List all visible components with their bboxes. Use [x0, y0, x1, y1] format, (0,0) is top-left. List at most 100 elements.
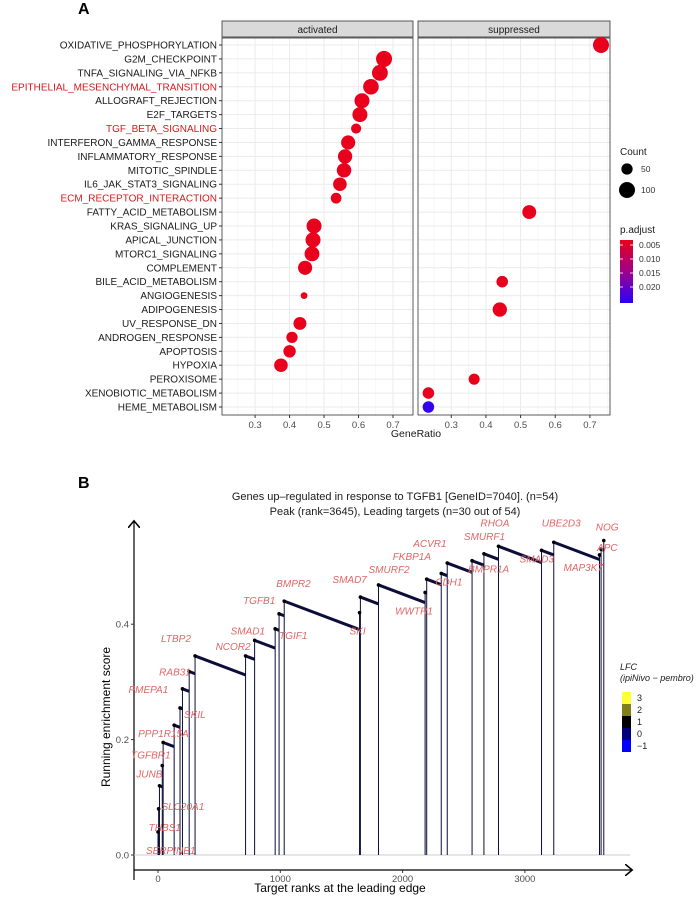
y-category-label: TNFA_SIGNALING_VIA_NFKB — [78, 68, 218, 79]
dot-il6-jak-stat3-signaling — [333, 177, 347, 191]
hit-point-slc20a1 — [158, 784, 162, 788]
y-category-label: ECM_RECEPTOR_INTERACTION — [60, 194, 217, 205]
dot-g2m-checkpoint — [376, 51, 392, 67]
y-category-label: HYPOXIA — [173, 361, 218, 372]
dot-hypoxia — [274, 358, 288, 372]
dot-mtorc1-signaling — [305, 246, 320, 261]
x-tick-label: 0.6 — [352, 420, 365, 431]
panel-b-subtitle: Peak (rank=3645), Leading targets (n=30 … — [270, 506, 521, 518]
hit-point-wwtr1 — [423, 591, 427, 595]
lfc-legend-label: 2 — [637, 705, 642, 715]
hit-point-tgif1 — [273, 627, 277, 631]
gene-label-nog: NOG — [596, 523, 619, 534]
dot-fatty-acid-metabolism — [522, 205, 536, 219]
x-tick-label: 0 — [155, 874, 160, 885]
running-score-segment — [255, 640, 276, 648]
gene-label-ski: SKI — [350, 627, 366, 638]
hit-point-smad7 — [359, 595, 363, 599]
hit-point-ncor2 — [244, 654, 248, 658]
hit-point-bmpr1a — [470, 559, 474, 563]
panel-b-title: Genes up–regulated in response to TGFB1 … — [232, 491, 558, 503]
x-tick-label: 0.7 — [583, 420, 596, 431]
x-tick-label: 3000 — [514, 874, 535, 885]
dot-bile-acid-metabolism — [496, 276, 508, 288]
lfc-legend-label: 1 — [637, 717, 642, 727]
gene-label-ltbp2: LTBP2 — [161, 634, 191, 645]
gene-label-thbs1: THBS1 — [149, 823, 181, 834]
lfc-legend-label: −1 — [637, 741, 647, 751]
y-category-label: INFLAMMATORY_RESPONSE — [78, 152, 218, 163]
panel-a-xlabel: GeneRatio — [391, 428, 441, 440]
x-tick-label: 0.5 — [514, 420, 527, 431]
hit-point-pmepa1 — [181, 687, 185, 691]
hit-point-ltbp2 — [193, 654, 197, 658]
x-tick-label: 0.3 — [248, 420, 261, 431]
hit-point-acvr1 — [445, 561, 449, 565]
dot-xenobiotic-metabolism — [423, 387, 435, 399]
gene-label-rhoa: RHOA — [480, 518, 509, 529]
lfc-color-block — [622, 692, 631, 704]
panel-b-label: B — [78, 475, 90, 492]
padjust-tick-3: 0.015 — [639, 268, 661, 278]
hit-point-smad1 — [253, 639, 257, 643]
dot-e2f-targets — [352, 107, 367, 122]
dot-androgen-response — [286, 332, 297, 343]
hit-point-thbs1 — [157, 807, 161, 811]
y-category-label: INTERFERON_GAMMA_RESPONSE — [48, 138, 218, 149]
y-category-label: IL6_JAK_STAT3_SIGNALING — [84, 180, 217, 191]
running-score-segment — [484, 554, 499, 559]
dot-tnfa-signaling-via-nfkb — [372, 65, 388, 81]
count-legend-dot-100 — [619, 182, 635, 198]
panel-a-legends: Count 50 100 p.adjust 0.005 0.010 0.015 … — [619, 147, 661, 303]
y-category-label: MITOTIC_SPINDLE — [128, 166, 218, 177]
hit-point-rhoa — [497, 545, 501, 549]
dot-epithelial-mesenchymal-transition — [363, 79, 379, 95]
gene-label-wwtr1: WWTR1 — [395, 606, 433, 617]
y-category-label: TGF_BETA_SIGNALING — [106, 124, 217, 135]
dot-oxidative-phosphorylation — [593, 37, 609, 53]
hit-point-junb — [160, 764, 164, 768]
y-category-label: COMPLEMENT — [146, 263, 217, 274]
running-score-segment — [195, 656, 246, 675]
gene-label-tgfbr1: TGFBR1 — [131, 750, 170, 761]
lfc-legend-title: LFC — [620, 662, 638, 672]
dot-kras-signaling-up — [307, 218, 322, 233]
hit-point-fkbp1a — [425, 577, 429, 581]
y-category-label: OXIDATIVE_PHOSPHORYLATION — [60, 41, 217, 52]
dot-ecm-receptor-interaction — [331, 193, 342, 204]
y-category-label: BILE_ACID_METABOLISM — [95, 277, 217, 288]
padjust-tick-1: 0.005 — [639, 240, 661, 250]
dot-interferon-gamma-response — [341, 135, 355, 149]
panel-b-ylabel: Running enrichment score — [99, 647, 113, 787]
gene-label-acvr1: ACVR1 — [412, 539, 446, 550]
x-tick-label: 0.4 — [479, 420, 492, 431]
hit-point-ppp1r15a — [172, 723, 176, 727]
lfc-color-block — [622, 740, 631, 752]
running-score-segment — [554, 542, 600, 559]
gene-label-ppp1r15a: PPP1R15A — [138, 729, 189, 740]
gene-label-serpine1: SERPINE1 — [146, 846, 195, 857]
gene-label-smad1: SMAD1 — [231, 626, 265, 637]
y-category-label: APICAL_JUNCTION — [125, 235, 217, 246]
y-category-label: G2M_CHECKPOINT — [124, 54, 217, 65]
x-tick-label: 0.3 — [445, 420, 458, 431]
y-category-label: FATTY_ACID_METABOLISM — [87, 208, 217, 219]
gene-label-smurf1: SMURF1 — [464, 532, 505, 543]
y-tick-label: 0.2 — [116, 735, 129, 746]
dot-adipogenesis — [493, 302, 507, 316]
dot-peroxisome — [469, 374, 480, 385]
count-legend-dot-50 — [621, 163, 632, 174]
x-tick-label: 0.5 — [317, 420, 330, 431]
y-category-label: XENOBIOTIC_METABOLISM — [85, 389, 217, 400]
y-category-label: MTORC1_SIGNALING — [115, 249, 217, 260]
count-legend-label-100: 100 — [641, 185, 655, 195]
hit-point-skil — [178, 706, 182, 710]
dot-inflammatory-response — [338, 149, 352, 163]
gene-label-junb: JUNB — [135, 770, 162, 781]
running-score-segment — [360, 597, 378, 604]
y-tick-label: 0.0 — [116, 851, 129, 862]
gene-label-ube2d3: UBE2D3 — [542, 518, 581, 529]
hit-point-smad3 — [540, 549, 544, 553]
